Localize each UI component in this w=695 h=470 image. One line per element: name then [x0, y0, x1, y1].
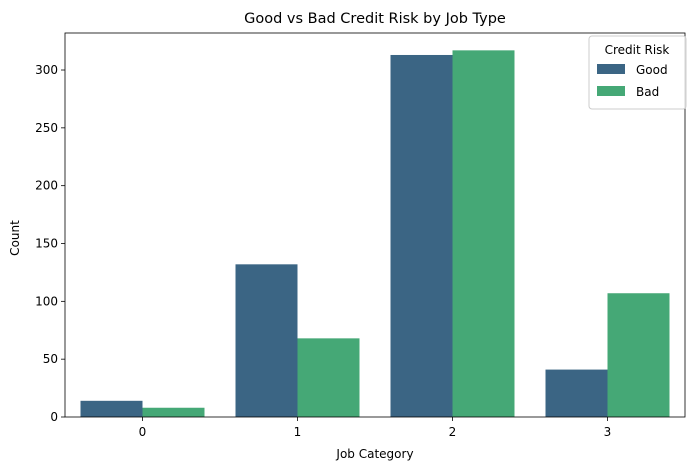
y-tick-label: 50	[43, 352, 58, 366]
bar-bad-job-1	[297, 338, 360, 417]
y-tick-label: 300	[35, 63, 58, 77]
y-tick-label: 100	[35, 294, 58, 308]
y-tick-label: 0	[50, 410, 58, 424]
x-tick-label: 1	[294, 425, 302, 439]
y-tick-label: 150	[35, 237, 58, 251]
x-tick-label: 2	[449, 425, 457, 439]
legend-swatch-good	[597, 64, 625, 74]
y-tick-label: 200	[35, 179, 58, 193]
legend-title: Credit Risk	[605, 43, 670, 57]
x-tick-label: 3	[604, 425, 612, 439]
bar-bad-job-0	[142, 407, 205, 417]
x-ticks: 0 1 2 3	[139, 417, 612, 439]
x-axis-label: Job Category	[335, 447, 413, 461]
legend: Credit Risk Good Bad	[588, 35, 687, 110]
legend-label-good: Good	[636, 63, 668, 77]
bar-good-job-1	[235, 264, 298, 417]
x-tick-label: 0	[139, 425, 147, 439]
bars-layer	[80, 50, 670, 418]
chart-title: Good vs Bad Credit Risk by Job Type	[244, 11, 506, 27]
bar-good-job-0	[80, 400, 143, 417]
y-tick-label: 250	[35, 121, 58, 135]
legend-label-bad: Bad	[636, 85, 659, 99]
legend-swatch-bad	[597, 86, 625, 96]
y-axis-label: Count	[8, 220, 22, 256]
y-ticks: 0 50 100 150 200 250 300	[35, 63, 65, 424]
bar-good-job-3	[545, 369, 608, 417]
bar-good-job-2	[390, 54, 453, 418]
bar-bad-job-2	[452, 50, 515, 417]
bar-bad-job-3	[607, 293, 670, 417]
plot-frame	[64, 32, 686, 418]
